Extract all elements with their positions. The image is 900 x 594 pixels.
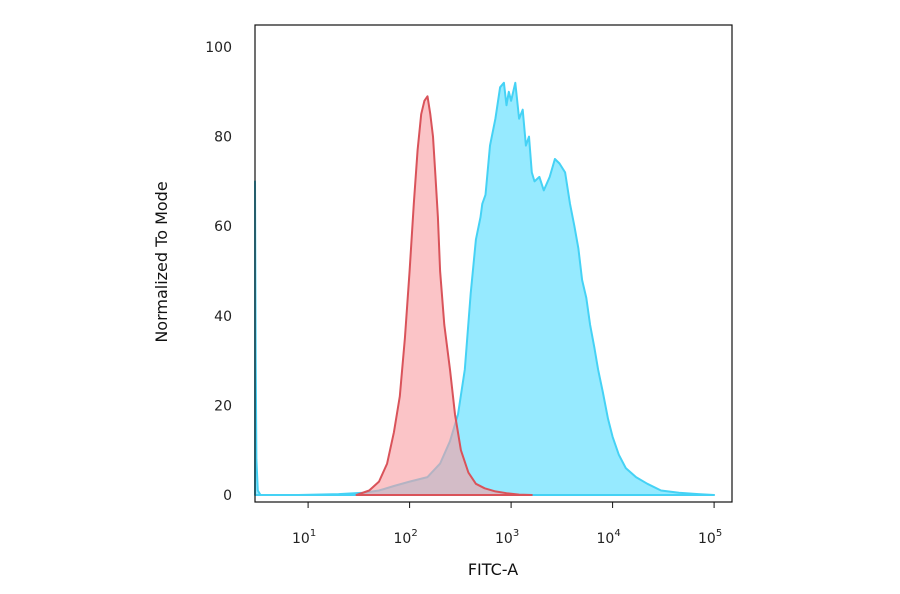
y-tick-label: 60	[214, 219, 232, 235]
histogram-series-2	[355, 95, 533, 496]
y-axis: 0 20 40 60 80 100	[205, 40, 232, 504]
y-tick-label: 80	[214, 130, 232, 146]
x-tick-label: 105	[698, 528, 722, 547]
x-tick-label: 103	[495, 528, 519, 547]
x-tick-label: 102	[393, 528, 417, 547]
y-axis-title: Normalized To Mode	[152, 181, 171, 342]
x-tick-label: 104	[596, 528, 620, 547]
y-tick-label: 100	[205, 40, 232, 56]
y-tick-label: 40	[214, 309, 232, 325]
histogram-series-1	[254, 81, 716, 496]
y-tick-label: 20	[214, 398, 232, 414]
y-tick-label: 0	[223, 488, 232, 504]
series-layer	[254, 81, 716, 496]
plot-frame	[254, 24, 733, 503]
x-tick-label: 101	[292, 528, 316, 547]
x-axis-title: FITC-A	[468, 560, 518, 579]
x-axis: 101 102 103 104 105	[292, 502, 722, 547]
